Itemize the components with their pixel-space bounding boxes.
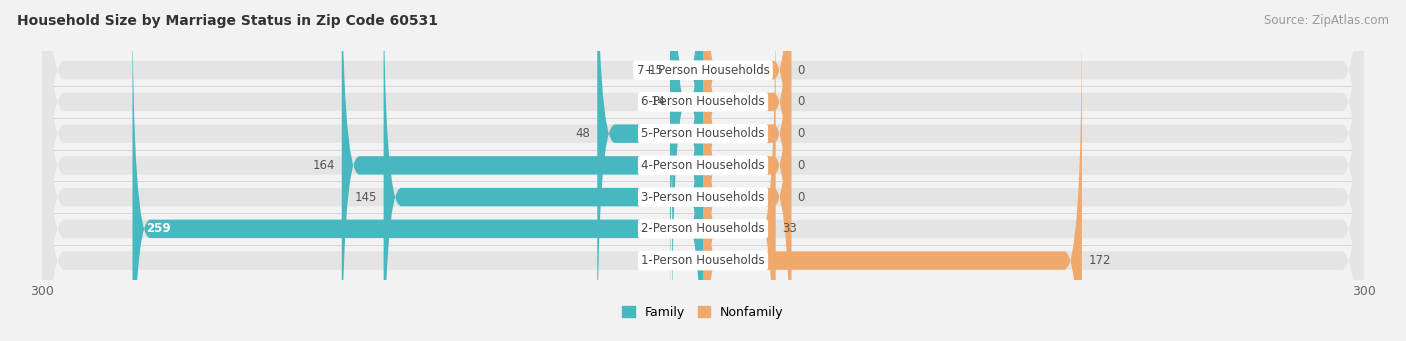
FancyBboxPatch shape [132,0,703,341]
FancyBboxPatch shape [42,0,1364,341]
FancyBboxPatch shape [669,0,703,315]
Text: 15: 15 [648,64,664,77]
FancyBboxPatch shape [42,0,1364,341]
Legend: Family, Nonfamily: Family, Nonfamily [617,301,789,324]
Text: 6-Person Households: 6-Person Households [641,95,765,108]
FancyBboxPatch shape [342,0,703,341]
FancyBboxPatch shape [42,0,1364,341]
Text: 14: 14 [651,95,665,108]
Text: 33: 33 [782,222,797,235]
Text: 48: 48 [576,127,591,140]
Text: 164: 164 [312,159,335,172]
FancyBboxPatch shape [703,16,1081,341]
Text: 4-Person Households: 4-Person Households [641,159,765,172]
Text: 0: 0 [797,159,806,172]
Text: 0: 0 [797,95,806,108]
Text: Source: ZipAtlas.com: Source: ZipAtlas.com [1264,14,1389,27]
FancyBboxPatch shape [42,0,1364,341]
Text: Household Size by Marriage Status in Zip Code 60531: Household Size by Marriage Status in Zip… [17,14,437,28]
FancyBboxPatch shape [598,0,703,341]
FancyBboxPatch shape [703,0,792,341]
FancyBboxPatch shape [703,0,792,341]
Text: 172: 172 [1088,254,1111,267]
Text: 0: 0 [797,127,806,140]
FancyBboxPatch shape [42,0,1364,341]
Text: 5-Person Households: 5-Person Households [641,127,765,140]
FancyBboxPatch shape [42,0,1364,341]
FancyBboxPatch shape [42,0,1364,341]
Text: 145: 145 [354,191,377,204]
Text: 2-Person Households: 2-Person Households [641,222,765,235]
Text: 3-Person Households: 3-Person Households [641,191,765,204]
FancyBboxPatch shape [703,0,776,341]
FancyBboxPatch shape [703,0,792,315]
Text: 0: 0 [797,191,806,204]
FancyBboxPatch shape [703,0,792,341]
FancyBboxPatch shape [703,0,792,341]
Text: 0: 0 [797,64,806,77]
FancyBboxPatch shape [384,0,703,341]
Text: 1-Person Households: 1-Person Households [641,254,765,267]
FancyBboxPatch shape [672,0,703,341]
Text: 7+ Person Households: 7+ Person Households [637,64,769,77]
Text: 259: 259 [146,222,170,235]
